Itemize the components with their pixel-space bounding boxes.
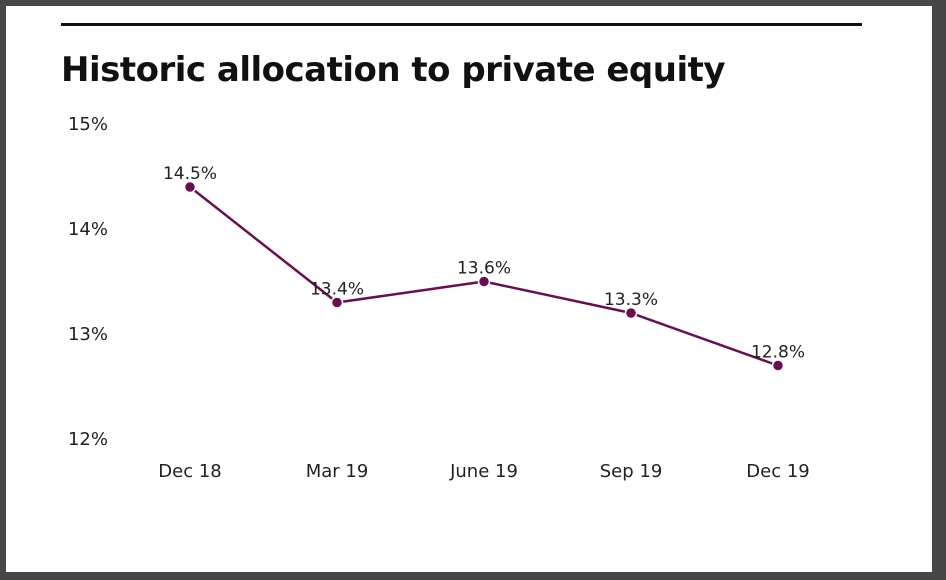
y-tick-label: 15%: [68, 114, 108, 135]
x-tick-label: Dec 19: [746, 461, 809, 482]
data-point: [771, 359, 785, 372]
y-tick-label: 14%: [68, 219, 108, 240]
data-point: [477, 275, 491, 288]
chart-card: Historic allocation to private equity 12…: [6, 6, 932, 572]
title-rule: [61, 23, 862, 26]
x-tick-label: June 19: [449, 461, 518, 482]
line-chart: 12% 13% 14% 15% Dec 18 Mar 19 June 19 Sep 19 Dec…: [68, 114, 810, 482]
data-label: 14.5%: [163, 164, 217, 184]
x-tick-label: Sep 19: [600, 461, 663, 482]
data-point: [330, 296, 344, 309]
x-tick-label: Mar 19: [306, 461, 369, 482]
y-tick-label: 12%: [68, 429, 108, 450]
y-tick-label: 13%: [68, 324, 108, 345]
data-point: [183, 180, 197, 194]
data-label: 12.8%: [751, 343, 805, 363]
x-tick-label: Dec 18: [158, 461, 221, 482]
chart-title: Historic allocation to private equity: [61, 50, 726, 90]
data-point: [624, 306, 638, 320]
data-label: 13.3%: [604, 290, 658, 310]
data-label: 13.6%: [457, 259, 511, 279]
data-label: 13.4%: [310, 280, 364, 300]
